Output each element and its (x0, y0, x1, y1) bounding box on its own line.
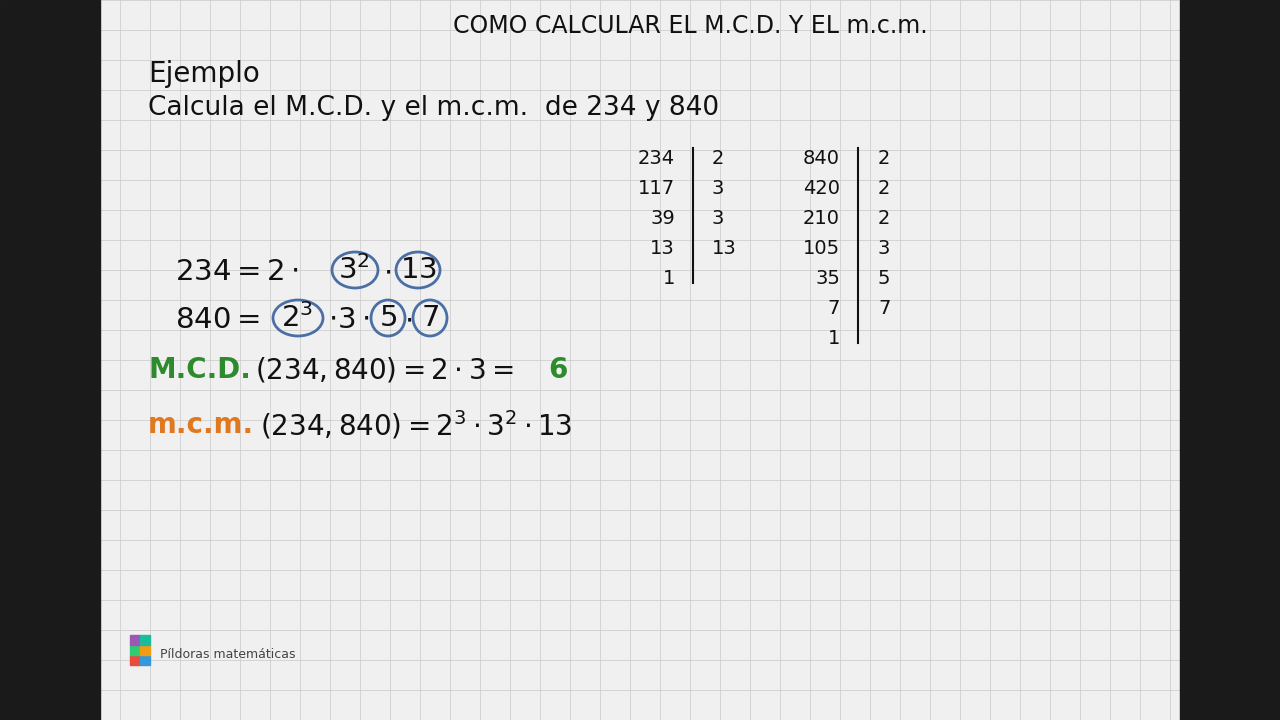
Text: 6: 6 (548, 356, 567, 384)
Text: 7: 7 (828, 299, 840, 318)
Text: 3: 3 (878, 238, 891, 258)
Text: 7: 7 (878, 299, 891, 318)
Text: $2^3$: $2^3$ (280, 303, 314, 333)
Text: 117: 117 (637, 179, 675, 197)
Bar (131, 655, 140, 665)
Text: 1: 1 (663, 269, 675, 287)
Text: 3: 3 (712, 179, 724, 197)
Bar (131, 635, 140, 645)
Bar (0, 0, 100, 720)
Text: $234 = 2\cdot$: $234 = 2\cdot$ (175, 258, 298, 286)
Text: Calcula el M.C.D. y el m.c.m.  de 234 y 840: Calcula el M.C.D. y el m.c.m. de 234 y 8… (148, 95, 719, 121)
Bar (140, 655, 150, 665)
Text: 420: 420 (803, 179, 840, 197)
Text: $\cdot$: $\cdot$ (383, 258, 392, 286)
Text: $5$: $5$ (379, 304, 397, 332)
Text: 35: 35 (815, 269, 840, 287)
Text: 2: 2 (878, 209, 891, 228)
Text: m.c.m.: m.c.m. (148, 411, 255, 439)
Bar (140, 635, 150, 645)
Text: Píldoras matemáticas: Píldoras matemáticas (160, 649, 296, 662)
Text: COMO CALCULAR EL M.C.D. Y EL m.c.m.: COMO CALCULAR EL M.C.D. Y EL m.c.m. (453, 14, 927, 38)
Text: 2: 2 (878, 179, 891, 197)
Text: Ejemplo: Ejemplo (148, 60, 260, 88)
Text: 210: 210 (803, 209, 840, 228)
Text: 2: 2 (712, 148, 724, 168)
Text: 13: 13 (712, 238, 737, 258)
Text: 13: 13 (650, 238, 675, 258)
Text: 840: 840 (803, 148, 840, 168)
Text: M.C.D.: M.C.D. (148, 356, 251, 384)
Text: 3: 3 (712, 209, 724, 228)
Text: $3^2$: $3^2$ (338, 255, 370, 285)
Text: $(234, 840) = 2 \cdot 3  = $: $(234, 840) = 2 \cdot 3 = $ (255, 356, 513, 384)
Text: 105: 105 (803, 238, 840, 258)
Text: $13$: $13$ (399, 256, 436, 284)
Text: $840 =$: $840 =$ (175, 306, 260, 334)
Text: 5: 5 (878, 269, 891, 287)
Text: $\cdot 3\cdot$: $\cdot 3\cdot$ (328, 306, 370, 334)
Text: $(234, 840) = 2^3 \cdot 3^2\cdot 13$: $(234, 840) = 2^3 \cdot 3^2\cdot 13$ (260, 408, 572, 441)
Bar (1180, 0, 1280, 720)
Text: 234: 234 (637, 148, 675, 168)
Text: $\cdot$: $\cdot$ (404, 306, 412, 334)
Text: 2: 2 (878, 148, 891, 168)
Text: 39: 39 (650, 209, 675, 228)
Bar (131, 645, 140, 655)
Text: 1: 1 (828, 328, 840, 348)
Text: $7$: $7$ (421, 304, 439, 332)
Bar (140, 645, 150, 655)
